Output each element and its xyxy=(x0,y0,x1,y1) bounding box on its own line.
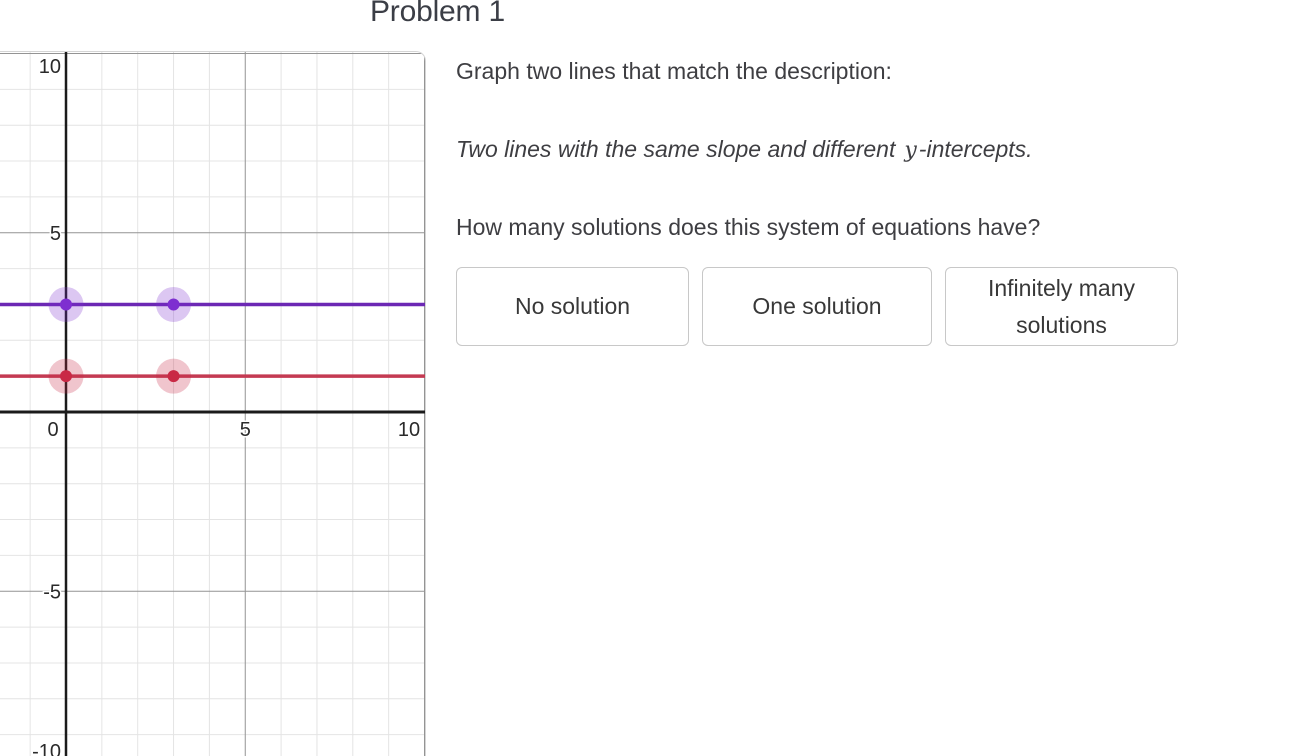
question-text: How many solutions does this system of e… xyxy=(456,214,1041,240)
math-variable-y: y xyxy=(904,138,917,163)
description-suffix: -intercepts. xyxy=(918,136,1033,162)
choice-no-solution[interactable]: No solution xyxy=(456,267,689,346)
draggable-point-red-line[interactable] xyxy=(167,370,180,383)
x-tick-label: 10 xyxy=(398,419,420,441)
choice-one-solution[interactable]: One solution xyxy=(702,267,932,346)
prompt-text: Graph two lines that match the descripti… xyxy=(456,58,892,84)
answer-choices: No solution One solution Infinitely many… xyxy=(456,267,1178,346)
page-title: Problem 1 xyxy=(370,0,505,28)
x-tick-label: 5 xyxy=(240,419,251,441)
y-tick-label: -5 xyxy=(43,581,61,603)
draggable-point-red-line[interactable] xyxy=(60,370,72,383)
y-tick-label: -10 xyxy=(32,741,61,756)
description-text: Two lines with the same slope and differ… xyxy=(456,136,1033,164)
draggable-point-purple-line[interactable] xyxy=(167,298,180,311)
question-panel: Graph two lines that match the descripti… xyxy=(456,0,1308,756)
y-tick-label: 5 xyxy=(50,223,61,245)
description-prefix: Two lines with the same slope and differ… xyxy=(456,136,896,162)
choice-infinitely-many-solutions[interactable]: Infinitely many solutions xyxy=(945,267,1178,346)
graph-canvas[interactable]: 0 5 10 10 5 -5 -10 xyxy=(0,52,426,756)
draggable-point-purple-line[interactable] xyxy=(60,298,72,311)
y-tick-label: 10 xyxy=(39,56,61,78)
graph-panel: 0 5 10 10 5 -5 -10 xyxy=(0,51,426,756)
x-tick-label: 0 xyxy=(47,419,58,441)
